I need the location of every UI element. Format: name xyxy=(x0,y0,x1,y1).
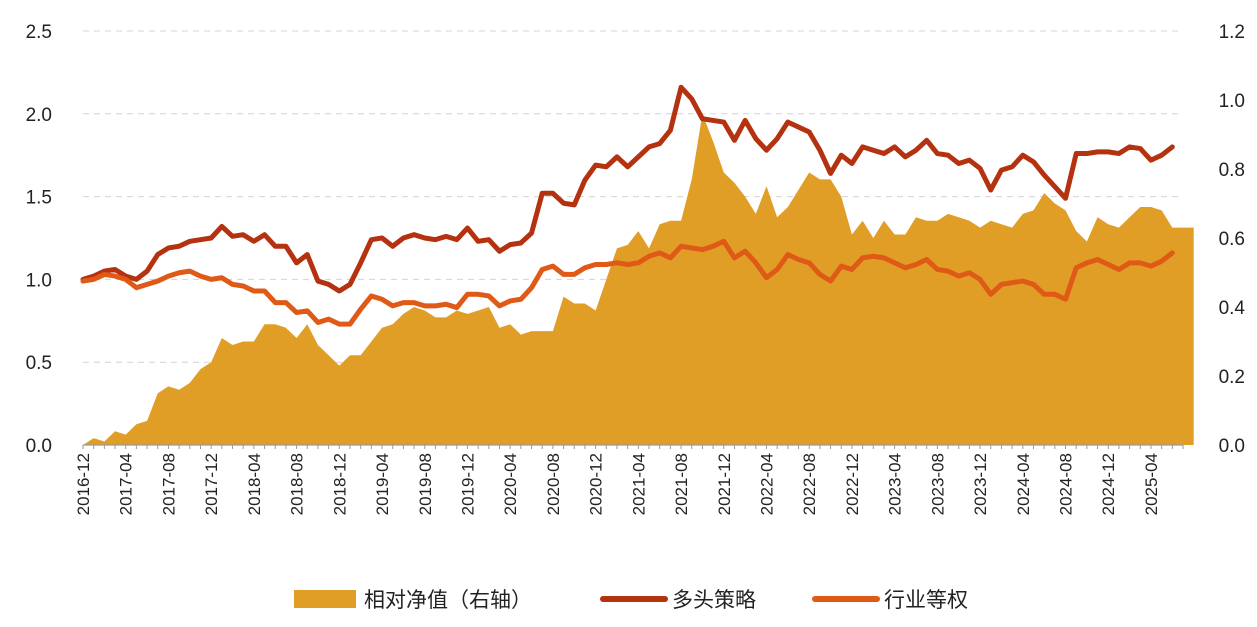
y-right-tick-label: 0.2 xyxy=(1219,367,1245,388)
legend-swatch-relative-nav xyxy=(294,590,356,608)
legend-label-industry-equal-weight: 行业等权 xyxy=(884,588,968,612)
x-tick-label: 2016-12 xyxy=(74,453,93,515)
y-right-tick-label: 0.6 xyxy=(1219,229,1245,250)
y-axis-left-labels: 0.0 0.5 1.0 1.5 2.0 2.5 xyxy=(26,22,52,457)
area-layer xyxy=(83,113,1194,446)
x-tick-label: 2017-08 xyxy=(159,453,178,515)
y-left-tick-label: 2.0 xyxy=(26,105,52,126)
x-tick-label: 2024-04 xyxy=(1014,453,1033,515)
legend-label-long-strategy: 多头策略 xyxy=(672,588,756,612)
y-right-tick-label: 0.4 xyxy=(1219,298,1246,319)
x-tick-label: 2023-04 xyxy=(886,453,905,515)
y-left-tick-label: 1.5 xyxy=(26,188,52,209)
legend: 相对净值（右轴） 多头策略 行业等权 xyxy=(294,588,968,612)
axes xyxy=(82,444,1184,449)
x-tick-label: 2022-08 xyxy=(800,453,819,515)
x-tick-label: 2017-04 xyxy=(117,453,136,515)
x-tick-label: 2023-12 xyxy=(971,453,990,515)
x-tick-label: 2023-08 xyxy=(928,453,947,515)
x-tick-label: 2020-08 xyxy=(544,453,563,515)
line-series-industry-equal-weight xyxy=(80,238,1175,327)
x-tick-label: 2019-12 xyxy=(458,453,477,515)
y-right-tick-label: 0.8 xyxy=(1219,160,1245,181)
x-tick-label: 2018-04 xyxy=(245,453,264,515)
y-right-tick-label: 1.2 xyxy=(1219,22,1245,43)
x-tick-label: 2024-08 xyxy=(1057,453,1076,515)
x-tick-label: 2021-08 xyxy=(672,453,691,515)
area-series-relative-nav xyxy=(83,113,1194,446)
x-tick-label: 2017-12 xyxy=(202,453,221,515)
x-axis-labels: 2016-12 2017-04 2017-08 2017-12 2018-04 2018-… xyxy=(74,453,1161,515)
x-tick-label: 2022-04 xyxy=(758,453,777,515)
x-tick-label: 2022-12 xyxy=(843,453,862,515)
y-left-tick-label: 0.0 xyxy=(26,436,52,457)
x-tick-label: 2024-12 xyxy=(1099,453,1118,515)
x-tick-label: 2018-08 xyxy=(288,453,307,515)
x-tick-label: 2019-08 xyxy=(416,453,435,515)
y-right-tick-label: 0.0 xyxy=(1219,436,1245,457)
x-tick-label: 2021-12 xyxy=(715,453,734,515)
x-tick-label: 2018-12 xyxy=(330,453,349,515)
x-tick-label: 2021-04 xyxy=(629,453,648,515)
y-axis-right-labels: 0.0 0.2 0.4 0.6 0.8 1.0 1.2 xyxy=(1219,22,1246,457)
y-right-tick-label: 1.0 xyxy=(1219,91,1245,112)
y-left-tick-label: 1.0 xyxy=(26,270,52,291)
x-tick-label: 2025-04 xyxy=(1142,453,1161,515)
y-left-tick-label: 2.5 xyxy=(26,22,52,43)
x-tick-label: 2020-04 xyxy=(501,453,520,515)
x-tick-label: 2020-12 xyxy=(587,453,606,515)
legend-label-relative-nav: 相对净值（右轴） xyxy=(364,588,532,612)
line-series-long-strategy xyxy=(80,84,1175,294)
y-left-tick-label: 0.5 xyxy=(26,353,52,374)
x-tick-label: 2019-04 xyxy=(373,453,392,515)
line-layer xyxy=(80,84,1175,327)
